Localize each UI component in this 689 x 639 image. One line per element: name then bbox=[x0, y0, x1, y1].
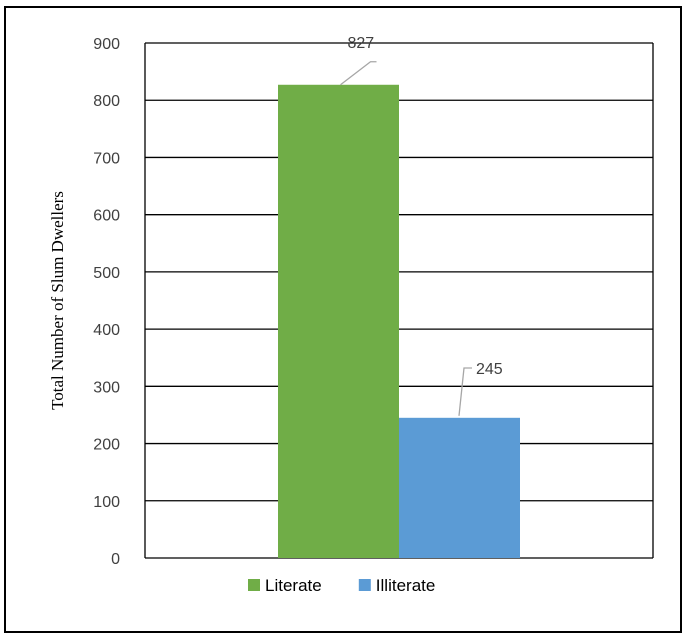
y-tick-label: 0 bbox=[111, 551, 120, 568]
leader-line-illiterate bbox=[458, 367, 472, 416]
data-labels: 827 245 bbox=[348, 35, 503, 378]
data-label-leaders bbox=[340, 61, 472, 416]
y-axis-ticks: 0 100 200 300 400 500 600 700 800 900 bbox=[93, 36, 120, 568]
legend-label-illiterate: Illiterate bbox=[376, 576, 436, 595]
y-tick-label: 700 bbox=[93, 150, 120, 167]
y-tick-label: 400 bbox=[93, 322, 120, 339]
y-tick-label: 200 bbox=[93, 437, 120, 454]
y-tick-label: 100 bbox=[93, 494, 120, 511]
leader-line-literate bbox=[340, 61, 377, 86]
bar-illiterate bbox=[399, 417, 520, 558]
legend-swatch-literate bbox=[248, 579, 260, 591]
legend-label-literate: Literate bbox=[265, 576, 322, 595]
legend: Literate Illiterate bbox=[248, 576, 435, 595]
y-tick-label: 600 bbox=[93, 208, 120, 225]
data-label-illiterate: 245 bbox=[476, 361, 503, 378]
y-tick-label: 800 bbox=[93, 93, 120, 110]
bar-literate bbox=[278, 84, 399, 559]
y-tick-label: 900 bbox=[93, 36, 120, 53]
bars bbox=[278, 84, 520, 559]
legend-swatch-illiterate bbox=[358, 579, 371, 591]
y-tick-label: 300 bbox=[93, 379, 120, 396]
data-label-literate: 827 bbox=[348, 35, 375, 52]
y-tick-label: 500 bbox=[93, 265, 120, 282]
y-axis-title: Total Number of Slum Dwellers bbox=[48, 191, 67, 410]
